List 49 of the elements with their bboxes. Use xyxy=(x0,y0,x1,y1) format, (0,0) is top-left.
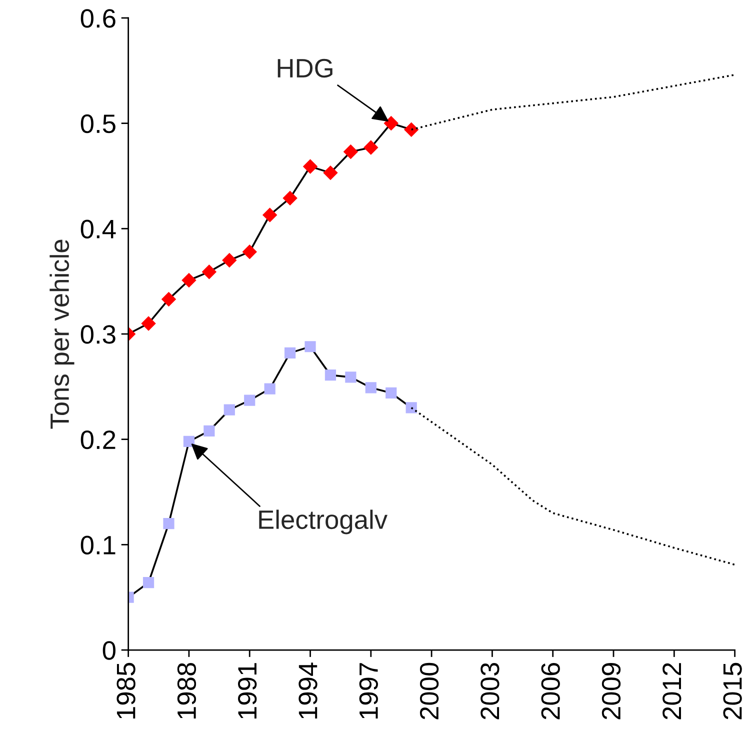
point xyxy=(406,402,417,414)
x-tick-label: 2009 xyxy=(602,663,621,720)
y-tick-label: 0.1 xyxy=(80,536,116,554)
y-tick-label: 0.2 xyxy=(80,430,116,450)
point xyxy=(224,404,235,416)
x-tick-label: 2003 xyxy=(480,662,500,720)
point xyxy=(242,244,257,259)
point xyxy=(303,159,318,174)
point xyxy=(282,191,298,206)
x-tick-label: 2012 xyxy=(662,663,682,720)
point xyxy=(364,140,378,155)
point xyxy=(384,116,398,130)
point xyxy=(142,577,154,588)
x-tick-label: 1994 xyxy=(298,662,318,719)
point xyxy=(222,253,236,268)
y-tick-label: 0 xyxy=(102,641,116,660)
x-tick-label: 1985 xyxy=(116,662,136,719)
x-tick-label: 1988 xyxy=(177,662,196,719)
point xyxy=(141,316,156,331)
point xyxy=(183,436,195,447)
y-tick-label: 0.5 xyxy=(80,114,116,134)
point xyxy=(162,292,176,306)
y-tick-label: 0.3 xyxy=(80,325,116,344)
x-tick-label: 2000 xyxy=(420,662,439,720)
x-tick-label: 1991 xyxy=(238,663,257,719)
point xyxy=(365,382,376,394)
point xyxy=(386,387,397,399)
x-tick-label: 2006 xyxy=(541,662,560,720)
point xyxy=(244,394,256,406)
point xyxy=(202,264,216,279)
point xyxy=(204,425,215,436)
y-tick-label: 0.4 xyxy=(80,220,116,238)
point xyxy=(344,144,358,159)
point xyxy=(284,347,296,358)
annotation: Electrogalv xyxy=(259,510,388,534)
point xyxy=(404,122,418,137)
point xyxy=(262,208,277,222)
point xyxy=(182,273,196,288)
point xyxy=(323,166,338,180)
y-axis-title: Tons per vehicle xyxy=(50,240,74,429)
x-tick-label: 1997 xyxy=(359,663,378,719)
point xyxy=(324,370,336,381)
point xyxy=(304,341,316,352)
point xyxy=(264,383,276,394)
point xyxy=(345,372,356,383)
x-tick-label: 2015 xyxy=(723,662,742,720)
point xyxy=(163,518,174,530)
y-tick-label: 0.6 xyxy=(80,9,116,28)
annotation: HDG xyxy=(278,58,332,78)
